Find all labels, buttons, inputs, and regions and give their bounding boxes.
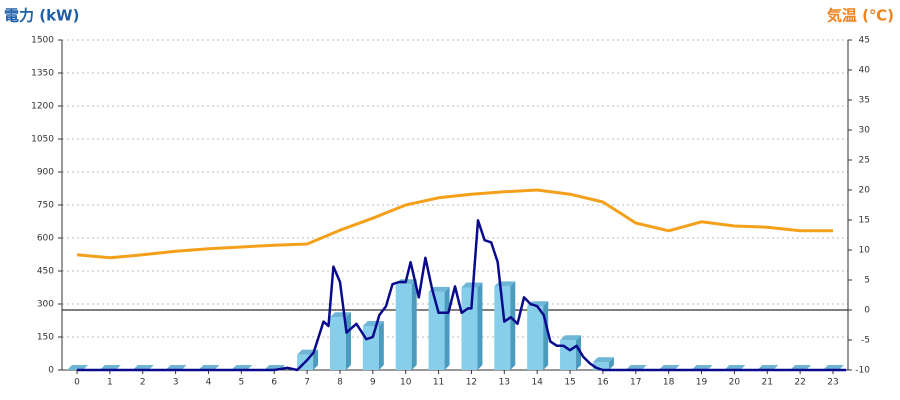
y2-tick-label: 15 bbox=[859, 216, 870, 226]
line bbox=[76, 188, 833, 260]
bar bbox=[428, 286, 450, 370]
bar-side bbox=[477, 282, 483, 370]
bar-side bbox=[608, 357, 614, 370]
y2-axis-title: 気温 (℃) bbox=[827, 7, 894, 25]
y-tick-label: 1050 bbox=[31, 135, 54, 145]
bar-side bbox=[543, 301, 549, 370]
x-tick-label: 6 bbox=[271, 378, 277, 388]
y-axis-title: 電力 (kW) bbox=[4, 7, 79, 25]
y-tick-label: 450 bbox=[37, 267, 54, 277]
y2-tick-label: 20 bbox=[859, 186, 871, 196]
x-tick-label: 8 bbox=[337, 378, 343, 388]
y-tick-label: 1350 bbox=[31, 69, 54, 79]
y2-tick-label: 30 bbox=[859, 126, 871, 136]
bar-front bbox=[461, 287, 478, 370]
bar bbox=[362, 321, 384, 370]
line bbox=[77, 219, 847, 372]
x-tick-label: 23 bbox=[827, 378, 838, 388]
y-tick-label: 300 bbox=[37, 300, 54, 310]
bar-top bbox=[329, 312, 351, 318]
bar-side bbox=[576, 335, 582, 370]
bar-side bbox=[345, 312, 351, 370]
x-tick-label: 21 bbox=[762, 378, 773, 388]
y-tick-label: 1200 bbox=[31, 102, 54, 112]
x-tick-label: 9 bbox=[370, 378, 376, 388]
y-tick-label: 750 bbox=[37, 201, 54, 211]
bar bbox=[527, 301, 549, 370]
bar-side bbox=[313, 349, 319, 370]
x-tick-label: 10 bbox=[400, 378, 412, 388]
y2-tick-label: 10 bbox=[859, 246, 871, 256]
y-tick-label: 150 bbox=[37, 333, 54, 343]
x-tick-label: 17 bbox=[630, 378, 641, 388]
x-tick-label: 19 bbox=[696, 378, 708, 388]
y2-tick-label: 40 bbox=[859, 66, 871, 76]
x-tick-label: 15 bbox=[564, 378, 575, 388]
x-tick-label: 7 bbox=[304, 378, 310, 388]
bar-side bbox=[510, 281, 516, 370]
x-tick-label: 1 bbox=[107, 378, 113, 388]
bar-front bbox=[428, 291, 445, 370]
bar bbox=[329, 312, 351, 370]
bar-front bbox=[494, 286, 511, 370]
bar-front bbox=[329, 317, 346, 370]
bar-top bbox=[560, 335, 582, 341]
x-tick-label: 12 bbox=[466, 378, 477, 388]
x-tick-label: 11 bbox=[433, 378, 444, 388]
bar bbox=[560, 335, 582, 370]
x-tick-label: 13 bbox=[499, 378, 510, 388]
y2-tick-label: 0 bbox=[864, 306, 870, 316]
bar-front bbox=[395, 284, 412, 370]
bar-top bbox=[362, 321, 384, 326]
bar-front bbox=[362, 326, 379, 370]
x-tick-label: 5 bbox=[238, 378, 244, 388]
x-tick-label: 3 bbox=[173, 378, 179, 388]
y2-tick-label: 45 bbox=[859, 36, 870, 46]
y2-tick-label: 5 bbox=[864, 276, 870, 286]
y-tick-label: 600 bbox=[37, 234, 54, 244]
bar-side bbox=[444, 286, 450, 370]
bar-side bbox=[411, 279, 417, 370]
x-tick-label: 2 bbox=[140, 378, 146, 388]
bar bbox=[592, 357, 614, 370]
x-tick-label: 18 bbox=[663, 378, 675, 388]
x-tick-label: 14 bbox=[531, 378, 543, 388]
x-tick-label: 4 bbox=[206, 378, 212, 388]
y2-tick-label: 35 bbox=[859, 96, 870, 106]
bar-side bbox=[378, 321, 384, 370]
bar bbox=[395, 279, 417, 370]
x-tick-label: 0 bbox=[74, 378, 80, 388]
y-tick-label: 900 bbox=[37, 168, 54, 178]
bar-front bbox=[527, 306, 544, 370]
bar bbox=[494, 281, 516, 370]
x-tick-label: 20 bbox=[729, 378, 741, 388]
y-tick-label: 0 bbox=[48, 366, 54, 376]
bar bbox=[461, 282, 483, 370]
y2-tick-label: -5 bbox=[861, 336, 870, 346]
x-tick-label: 16 bbox=[597, 378, 609, 388]
y2-tick-label: 25 bbox=[859, 156, 870, 166]
y-tick-label: 1500 bbox=[31, 36, 54, 46]
y2-tick-label: -10 bbox=[855, 366, 870, 376]
bar-front bbox=[592, 362, 609, 370]
bar-top bbox=[592, 357, 614, 363]
x-tick-label: 22 bbox=[794, 378, 805, 388]
